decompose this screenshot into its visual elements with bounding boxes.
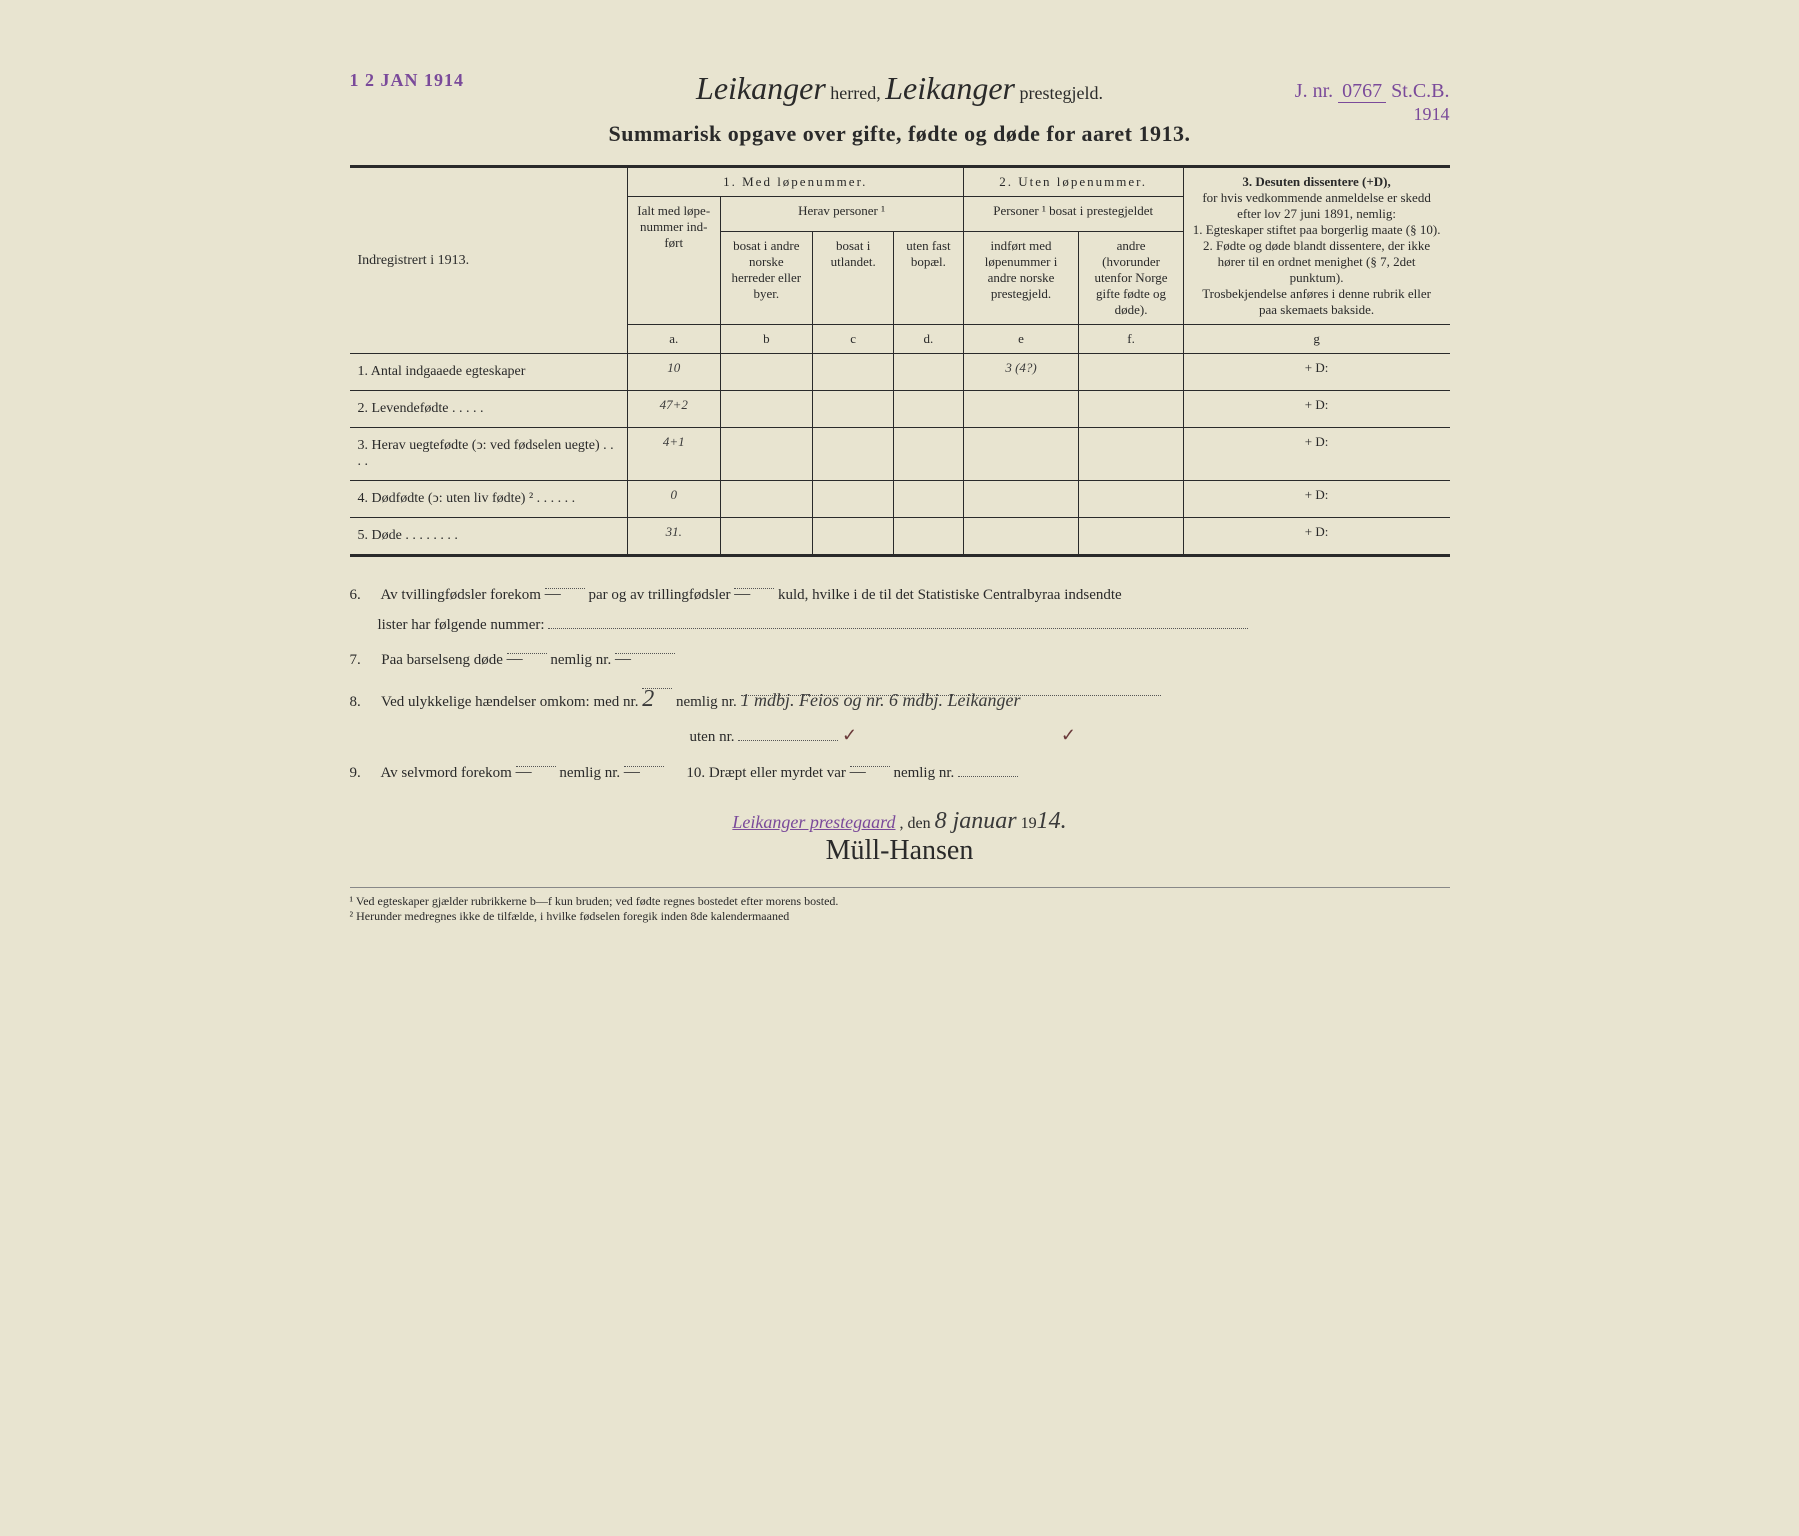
section3-header: 3. Desuten dissentere (+D), for hvis ved… (1183, 167, 1449, 325)
section2-sub: Personer ¹ bosat i prestegjeldet (963, 197, 1183, 232)
cell-a: 0 (627, 481, 720, 518)
cell-a: 47+2 (627, 391, 720, 428)
cell-e (963, 428, 1079, 481)
cell-c (813, 354, 894, 391)
footnote-2: ² Herunder medregnes ikke de tilfælde, i… (350, 909, 1450, 924)
cell-e (963, 391, 1079, 428)
date-stamp: 1 2 JAN 1914 (350, 70, 465, 91)
col-c-header: bosat i utlandet. (813, 232, 894, 325)
col-b-header: bosat i andre norske herreder eller byer… (720, 232, 813, 325)
cell-e: 3 (4?) (963, 354, 1079, 391)
jnr-suffix: St.C.B. (1391, 80, 1449, 102)
document-page: 1 2 JAN 1914 J. nr. 0767 St.C.B. 1914 Le… (350, 70, 1450, 924)
cell-f (1079, 391, 1183, 428)
cell-c (813, 391, 894, 428)
herred-label: herred, (830, 83, 880, 103)
cell-f (1079, 481, 1183, 518)
header-line: Leikanger herred, Leikanger prestegjeld. (350, 70, 1450, 107)
signature-line: Leikanger prestegaard , den 8 januar 191… (350, 808, 1450, 867)
indreg-label: Indregistrert i 1913. (350, 167, 628, 354)
col-a-header: Ialt med løpe-nummer ind-ført (627, 197, 720, 325)
cell-d (894, 518, 963, 556)
table-row: 3. Herav uegtefødte (ↄ: ved fødselen ueg… (350, 428, 1450, 481)
cell-e (963, 518, 1079, 556)
row-label: 3. Herav uegtefødte (ↄ: ved fødselen ueg… (350, 428, 628, 481)
signature: Müll-Hansen (826, 835, 974, 866)
col-f-header: andre (hvorunder utenfor Norge gifte fød… (1079, 232, 1183, 325)
table-row: 5. Døde . . . . . . . .31. + D: (350, 518, 1450, 556)
list-numbers (548, 615, 1248, 629)
cell-g: + D: (1183, 391, 1449, 428)
jnr-number: 0767 (1338, 80, 1386, 103)
journal-number-stamp: J. nr. 0767 St.C.B. 1914 (1295, 80, 1450, 126)
check-mark-icon: ✓ (1061, 725, 1076, 745)
col-letter-c: c (813, 325, 894, 354)
col-e-header: indført med løpenummer i andre norske pr… (963, 232, 1079, 325)
cell-b (720, 354, 813, 391)
cell-b (720, 518, 813, 556)
prestegjeld-label: prestegjeld. (1019, 83, 1102, 103)
cell-c (813, 428, 894, 481)
page-title: Summarisk opgave over gifte, fødte og dø… (350, 121, 1450, 147)
line-8: 8. Ved ulykkelige hændelser omkom: med n… (350, 675, 1450, 753)
cell-g: + D: (1183, 354, 1449, 391)
cell-e (963, 481, 1079, 518)
col-d-header: uten fast bopæl. (894, 232, 963, 325)
section2-header: 2. Uten løpenummer. (963, 167, 1183, 197)
cell-d (894, 391, 963, 428)
table-row: 1. Antal indgaaede egteskaper10 3 (4?) + D… (350, 354, 1450, 391)
line-7: 7. Paa barselseng døde — nemlig nr. — (350, 640, 1450, 675)
footer-section: 6. Av tvillingfødsler forekom — par og a… (350, 575, 1450, 788)
jnr-year: 1914 (1414, 104, 1450, 124)
sig-year: 14. (1037, 808, 1067, 834)
cell-f (1079, 518, 1183, 556)
table-row: 2. Levendefødte . . . . .47+2 + D: (350, 391, 1450, 428)
cell-a: 10 (627, 354, 720, 391)
herred-name: Leikanger (696, 70, 826, 106)
col-letter-e: e (963, 325, 1079, 354)
row-label: 2. Levendefødte . . . . . (350, 391, 628, 428)
col-letter-d: d. (894, 325, 963, 354)
cell-d (894, 481, 963, 518)
section1-header: 1. Med løpenummer. (627, 167, 963, 197)
triplet-count: — (734, 575, 774, 589)
summary-table: Indregistrert i 1913. 1. Med løpenummer.… (350, 165, 1450, 557)
col-letter-g: g (1183, 325, 1449, 354)
cell-g: + D: (1183, 428, 1449, 481)
prestegjeld-name: Leikanger (885, 70, 1015, 106)
cell-f (1079, 428, 1183, 481)
sig-date: 8 januar (935, 808, 1017, 834)
jnr-prefix: J. nr. (1295, 80, 1333, 102)
cell-b (720, 481, 813, 518)
footnotes: ¹ Ved egteskaper gjælder rubrikkerne b—f… (350, 887, 1450, 924)
cell-d (894, 354, 963, 391)
cell-c (813, 481, 894, 518)
sig-place: Leikanger prestegaard (732, 812, 895, 832)
herav-header: Herav personer ¹ (720, 197, 963, 232)
line-6: 6. Av tvillingfødsler forekom — par og a… (350, 575, 1450, 640)
check-mark-icon: ✓ (842, 725, 857, 745)
col-letter-f: f. (1079, 325, 1183, 354)
row-label: 4. Dødfødte (ↄ: uten liv fødte) ² . . . … (350, 481, 628, 518)
footnote-1: ¹ Ved egteskaper gjælder rubrikkerne b—f… (350, 894, 1450, 909)
line-9-10: 9. Av selvmord forekom — nemlig nr. — 10… (350, 753, 1450, 788)
cell-g: + D: (1183, 518, 1449, 556)
row-label: 5. Døde . . . . . . . . (350, 518, 628, 556)
table-row: 4. Dødfødte (ↄ: uten liv fødte) ² . . . … (350, 481, 1450, 518)
cell-c (813, 518, 894, 556)
cell-a: 4+1 (627, 428, 720, 481)
twin-count: — (545, 575, 585, 589)
cell-b (720, 428, 813, 481)
cell-b (720, 391, 813, 428)
col-letter-b: b (720, 325, 813, 354)
row-label: 1. Antal indgaaede egteskaper (350, 354, 628, 391)
cell-a: 31. (627, 518, 720, 556)
cell-g: + D: (1183, 481, 1449, 518)
cell-d (894, 428, 963, 481)
accident-count: 2 (642, 675, 672, 689)
cell-f (1079, 354, 1183, 391)
col-letter-a: a. (627, 325, 720, 354)
accident-details: 1 mdbj. Feios og nr. 6 mdbj. Leikanger (741, 682, 1161, 696)
